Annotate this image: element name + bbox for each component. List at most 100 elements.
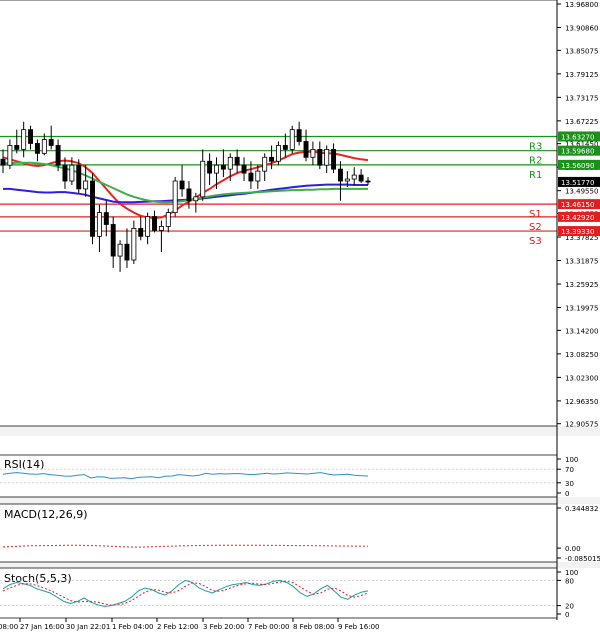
candle [117, 240, 123, 272]
candle [186, 181, 192, 209]
pivot-price-label: 13.63270 [561, 133, 594, 141]
candle [317, 141, 323, 170]
stoch-tick-label: 0 [565, 611, 569, 619]
candle [282, 133, 288, 158]
candle-body [358, 174, 364, 182]
candle [193, 192, 199, 213]
candle [214, 157, 219, 189]
candle-body [193, 196, 199, 202]
price-tick-label: 13.49550 [565, 188, 598, 196]
candle [303, 129, 309, 162]
pivot-price-box [558, 159, 600, 170]
candle [220, 149, 226, 178]
candle-body [21, 129, 27, 150]
rsi-tick-label: 100 [565, 456, 578, 464]
candle-body [317, 148, 323, 166]
price-tick-label: 13.37825 [565, 234, 598, 242]
candle [289, 125, 295, 154]
candle-body [145, 216, 151, 237]
stoch-tick-label: 20 [565, 603, 574, 611]
candle-body [103, 212, 109, 225]
candle-body [55, 145, 61, 166]
time-tick-label: 08:00 [0, 623, 18, 631]
candle-body [289, 129, 295, 150]
candle [131, 220, 137, 264]
macd-signal-line [2, 544, 369, 548]
price-tick-label: 12.96350 [565, 398, 598, 406]
candle [152, 210, 157, 233]
candle [0, 149, 6, 174]
candle-body [207, 160, 213, 174]
current-price-box [558, 176, 600, 187]
rsi-tick-label: 0 [565, 490, 569, 498]
candle-body [276, 145, 281, 162]
candle [110, 216, 116, 268]
pivot-name-s1: S1 [529, 209, 542, 220]
candle [344, 171, 350, 187]
candle-body [14, 145, 20, 150]
candle [248, 161, 254, 189]
price-tick-label: 13.73175 [565, 94, 598, 102]
pivot-price-label: 13.46150 [561, 201, 594, 209]
candle-body [131, 228, 137, 261]
time-tick-label: 2 Feb 12:00 [157, 623, 198, 631]
candle-body [96, 212, 102, 237]
time-tick-label: 27 Jan 16:00 [20, 623, 64, 631]
price-tick-label: 13.85075 [565, 47, 598, 55]
candle-body [248, 172, 254, 182]
candle-body [110, 224, 116, 257]
candle [96, 204, 102, 253]
candle-body [179, 180, 185, 190]
candle-body [117, 243, 123, 257]
candle-body [186, 188, 192, 202]
time-tick-label: 30 Jan 22:01 [66, 623, 110, 631]
candle [337, 161, 343, 201]
candle-body [214, 164, 219, 174]
price-tick-label: 13.61450 [565, 141, 598, 149]
price-tick-label: 13.08250 [565, 351, 598, 359]
candle [41, 133, 47, 156]
rsi-tick-label: 30 [565, 480, 574, 488]
candle-body [344, 178, 350, 182]
price-tick-label: 13.14200 [565, 327, 598, 335]
candle-body [282, 145, 288, 150]
pivot-name-s3: S3 [529, 236, 542, 247]
stoch-title: Stoch(5,5,3) [4, 572, 72, 585]
candle-body [337, 168, 343, 182]
candle [103, 200, 109, 237]
candle [90, 173, 95, 245]
candle-body [165, 212, 171, 227]
candle [365, 177, 371, 185]
time-tick-label: 7 Feb 00:00 [248, 623, 289, 631]
pivot-price-label: 13.59680 [561, 148, 594, 156]
candle [296, 121, 302, 146]
stoch-tick-label: 100 [565, 569, 578, 577]
candle-body [303, 141, 309, 158]
price-tick-label: 12.90575 [565, 421, 598, 429]
rsi-line [2, 472, 369, 480]
candle-body [220, 164, 226, 170]
candle [55, 139, 61, 172]
candle [145, 212, 151, 245]
price-tick-label: 13.67225 [565, 118, 598, 126]
candle-body [331, 148, 337, 170]
time-tick-label: 9 Feb 16:00 [338, 623, 379, 631]
candle-body [41, 139, 47, 154]
price-tick-label: 13.96800 [565, 1, 598, 9]
candle [7, 139, 13, 170]
candle-body [296, 129, 302, 142]
time-tick-label: 3 Feb 20:00 [203, 623, 244, 631]
price-tick-label: 13.90860 [565, 24, 598, 32]
candle-body [200, 160, 206, 198]
candle [48, 125, 54, 150]
candle-body [158, 226, 164, 231]
candle-body [262, 156, 268, 172]
pivot-price-label: 13.42920 [561, 214, 594, 222]
candle [83, 165, 89, 197]
pivot-name-r2: R2 [529, 156, 542, 167]
time-tick-label: 1 Feb 04:00 [112, 623, 153, 631]
price-tick-label: 13.02300 [565, 374, 598, 382]
stoch-k-line [2, 579, 369, 607]
